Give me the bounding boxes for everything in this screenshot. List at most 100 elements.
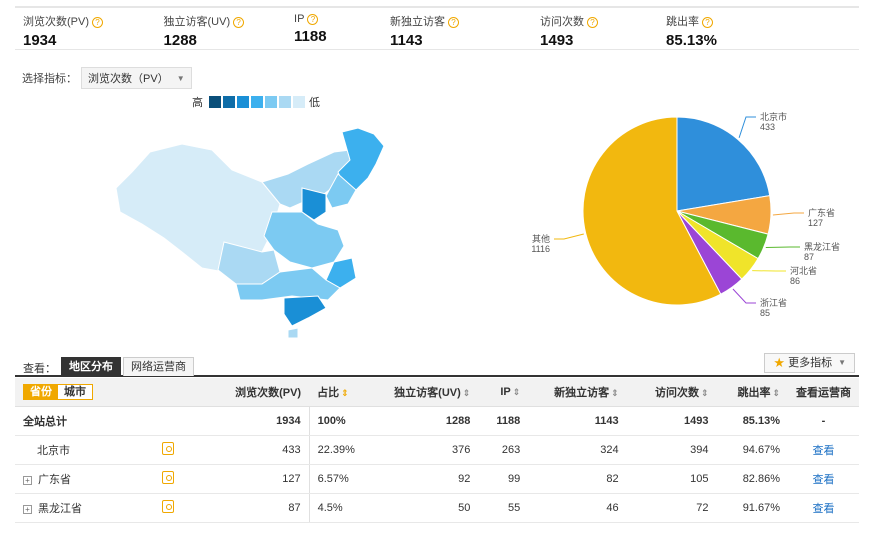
- metric-visits: 访问次数? 1493: [532, 8, 658, 49]
- china-map[interactable]: [112, 112, 392, 342]
- sort-icon: ⇕: [341, 387, 349, 398]
- view-isp-link[interactable]: 查看: [788, 464, 859, 494]
- trend-chart-icon[interactable]: [162, 441, 175, 455]
- row-name: 全站总计: [15, 406, 155, 436]
- cell-share: 6.57%: [308, 464, 367, 494]
- map-region-zhejiang[interactable]: [325, 257, 357, 289]
- row-name: 黑龙江省: [38, 502, 82, 515]
- cell-pv: 433: [188, 435, 310, 465]
- row-name-cell: + 广东省: [15, 464, 155, 494]
- legend-high-label: 高: [192, 97, 203, 109]
- pie-slice[interactable]: [582, 116, 722, 306]
- metric-value: 1288: [163, 32, 197, 49]
- col-uv[interactable]: 独立访客(UV) ⇕: [366, 378, 479, 407]
- col-pv[interactable]: 浏览次数(PV): [188, 378, 310, 407]
- sort-icon: ⇕: [611, 387, 619, 398]
- cell-uv: 92: [366, 464, 479, 494]
- legend-swatch: [279, 96, 291, 108]
- more-metrics-button[interactable]: ★ 更多指标 ▼: [764, 353, 855, 373]
- trend-chart-icon[interactable]: [162, 499, 175, 513]
- legend-swatch: [223, 96, 235, 108]
- metric-new-uv: 新独立访客? 1143: [382, 8, 532, 49]
- tab-region[interactable]: 地区分布: [61, 357, 121, 376]
- cell-bounce: 94.67%: [716, 435, 788, 465]
- metric-select[interactable]: 浏览次数（PV） ▼: [81, 67, 192, 89]
- cell-uv: 1288: [366, 406, 479, 436]
- col-bounce[interactable]: 跳出率 ⇕: [716, 378, 788, 407]
- metric-label: 跳出率: [666, 16, 700, 28]
- trend-chart-icon[interactable]: [162, 470, 175, 484]
- cell-share: 22.39%: [308, 435, 367, 465]
- help-icon[interactable]: ?: [233, 17, 245, 28]
- table-header-row: 省份 城市 浏览次数(PV) 占比 ⇕ 独立访客(UV) ⇕ IP ⇕ 新独立访客 ⇕ …: [15, 378, 859, 407]
- map-region-guangdong[interactable]: [283, 295, 327, 327]
- legend-swatch: [265, 96, 277, 108]
- cell-pv: 87: [188, 493, 310, 523]
- pie-leader-line: [732, 288, 756, 304]
- metric-label: 新独立访客: [390, 16, 446, 28]
- view-isp-link[interactable]: 查看: [788, 493, 859, 523]
- help-icon[interactable]: ?: [448, 17, 460, 28]
- cell-uv: 376: [366, 435, 479, 465]
- toggle-province[interactable]: 省份: [24, 384, 58, 399]
- expand-icon[interactable]: +: [23, 475, 32, 485]
- pie-slice-label: 浙江省: [760, 297, 787, 308]
- view-isp-link[interactable]: 查看: [788, 435, 859, 465]
- cell-share: 100%: [308, 406, 367, 436]
- star-icon: ★: [773, 355, 786, 370]
- cell-ip: 1188: [478, 406, 529, 436]
- row-name-cell: + 黑龙江省: [15, 493, 155, 523]
- metric-value: 1493: [540, 32, 574, 49]
- pie-slice[interactable]: [676, 116, 771, 212]
- more-metrics-label: 更多指标: [788, 357, 833, 369]
- col-ip-label: IP: [500, 385, 511, 398]
- legend-swatch: [293, 96, 305, 108]
- metric-bounce: 跳出率? 85.13%: [658, 8, 779, 49]
- col-new-uv[interactable]: 新独立访客 ⇕: [528, 378, 627, 407]
- view-label: 查看：: [23, 363, 56, 375]
- selector-label: 选择指标：: [22, 73, 77, 85]
- metric-value: 1188: [294, 28, 327, 45]
- cell-visits: 105: [626, 464, 717, 494]
- cell-ip: 263: [478, 435, 529, 465]
- cell-new-uv: 46: [528, 493, 627, 523]
- table-row: + 黑龙江省 87 4.5% 50 55 46 72 91.67% 查看: [15, 493, 859, 523]
- col-isp: 查看运营商: [788, 378, 859, 407]
- pie-slice-label: 广东省: [808, 207, 835, 218]
- help-icon[interactable]: ?: [92, 17, 103, 28]
- chevron-down-icon: ▼: [176, 73, 185, 83]
- map-region-south[interactable]: [235, 267, 341, 301]
- table-row: + 广东省 127 6.57% 92 99 82 105 82.86% 查看: [15, 464, 859, 494]
- metric-value: 85.13%: [666, 32, 717, 49]
- pie-slice-label: 河北省: [790, 265, 817, 276]
- trend-cell: [154, 435, 189, 465]
- col-share[interactable]: 占比 ⇕: [309, 378, 367, 407]
- cell-ip: 99: [478, 464, 529, 494]
- legend-low-label: 低: [309, 97, 320, 109]
- col-ip[interactable]: IP ⇕: [478, 378, 529, 407]
- map-region-hebei[interactable]: [301, 187, 327, 221]
- cell-new-uv: 1143: [528, 406, 627, 436]
- tab-isp[interactable]: 网络运营商: [123, 357, 194, 376]
- select-value: 浏览次数（PV）: [88, 73, 169, 85]
- help-icon[interactable]: ?: [587, 17, 599, 28]
- region-table: 省份 城市 浏览次数(PV) 占比 ⇕ 独立访客(UV) ⇕ IP ⇕ 新独立访客 ⇕ …: [15, 378, 859, 523]
- sort-icon: ⇕: [700, 387, 709, 398]
- map-region-liaoning[interactable]: [325, 173, 357, 209]
- help-icon[interactable]: ?: [307, 14, 319, 25]
- expand-icon[interactable]: +: [23, 504, 32, 514]
- col-visits[interactable]: 访问次数 ⇕: [626, 378, 717, 407]
- metric-label: 独立访客(UV): [163, 16, 231, 28]
- map-region-northeast[interactable]: [337, 127, 385, 191]
- map-region-hainan[interactable]: [287, 327, 299, 339]
- metric-label: 浏览次数(PV): [23, 16, 89, 28]
- help-icon[interactable]: ?: [702, 17, 714, 28]
- cell-new-uv: 324: [528, 435, 627, 465]
- toggle-city[interactable]: 城市: [58, 384, 92, 399]
- province-city-toggle: 省份 城市: [23, 383, 93, 400]
- col-visits-label: 访问次数: [654, 386, 699, 399]
- view-tab-bar: 查看： 地区分布 网络运营商 ★ 更多指标 ▼: [15, 353, 859, 377]
- metric-label: IP: [294, 13, 305, 25]
- chevron-down-icon: ▼: [838, 358, 846, 367]
